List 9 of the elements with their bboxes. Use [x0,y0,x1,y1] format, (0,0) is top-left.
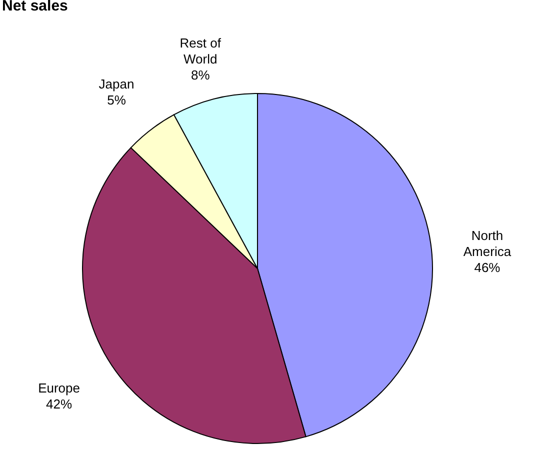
slice-label: North America [463,228,512,260]
slice-label: Japan [98,76,134,92]
data-label: 8% [190,68,210,83]
slice-label: Rest of World [180,36,222,67]
slice-label: Europe [38,380,80,396]
data-label: 5% [107,92,126,108]
data-label: 46% [474,260,501,276]
chart-title: Net sales [2,0,68,15]
data-label: 42% [46,396,72,412]
